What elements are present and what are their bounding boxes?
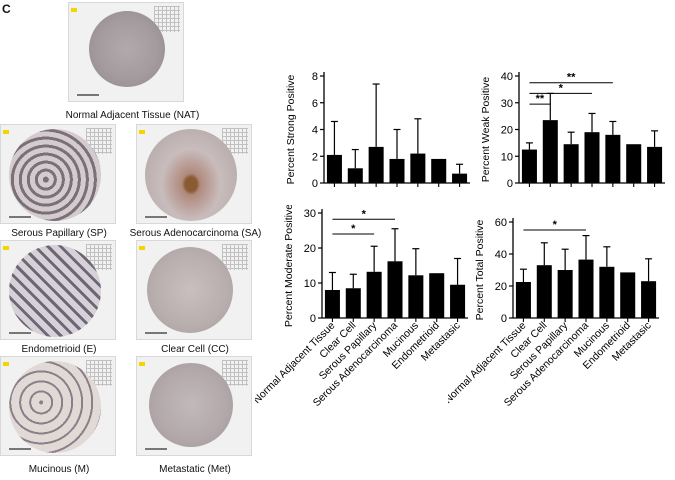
bar: [324, 290, 340, 318]
bar: [599, 266, 615, 318]
bar: [626, 144, 642, 183]
bar: [515, 282, 531, 318]
caption-m: Mucinous (M): [28, 464, 90, 475]
bar: [605, 134, 621, 183]
y-tick-label: 20: [304, 243, 316, 255]
bar: [584, 132, 600, 183]
panel-letter: C: [2, 2, 11, 16]
bar: [542, 120, 558, 183]
bar: [431, 158, 447, 183]
bar: [536, 265, 552, 318]
tissue-image-met: [136, 356, 252, 456]
bar: [647, 146, 663, 183]
bar: [429, 273, 445, 318]
bar: [557, 270, 573, 318]
y-tick-label: 0: [310, 313, 316, 325]
y-tick-label: 10: [304, 278, 316, 290]
tissue-image-e: [0, 240, 116, 340]
bar: [408, 275, 424, 318]
bar: [563, 144, 579, 183]
y-tick-label: 0: [501, 313, 507, 325]
y-axis-label: Percent Total Positive: [474, 219, 486, 320]
tissue-image-nat: [68, 2, 184, 102]
bar: [521, 149, 537, 183]
y-tick-label: 4: [312, 125, 318, 137]
bar: [345, 288, 361, 318]
bar: [620, 272, 636, 318]
y-tick-label: 30: [304, 208, 316, 220]
y-tick-label: 6: [312, 98, 318, 110]
bar: [389, 158, 405, 183]
significance-label: **: [536, 93, 545, 105]
bar: [641, 281, 657, 318]
bar: [368, 146, 384, 183]
caption-e: Endometrioid (E): [21, 344, 97, 355]
tissue-image-sa: [136, 124, 252, 224]
y-tick-label: 8: [312, 71, 318, 83]
y-tick-label: 0: [507, 178, 513, 190]
caption-nat: Normal Adjacent Tissue (NAT): [65, 110, 200, 121]
bar: [452, 173, 468, 183]
y-tick-label: 2: [312, 151, 318, 163]
y-tick-label: 0: [312, 178, 318, 190]
caption-sp: Serous Papillary (SP): [11, 228, 107, 239]
significance-label: *: [362, 208, 367, 220]
tissue-image-sp: [0, 124, 116, 224]
y-axis-label: Percent Moderate Positive: [283, 205, 295, 327]
strong-positive-chart: 0 2 4 6 8 Percent Strong Positive: [285, 71, 470, 190]
bar: [347, 168, 363, 183]
y-tick-label: 60: [495, 217, 507, 229]
bar: [578, 259, 594, 318]
caption-cc: Clear Cell (CC): [161, 344, 229, 355]
y-tick-label: 40: [495, 249, 507, 261]
bar: [450, 284, 466, 318]
significance-label: **: [567, 72, 576, 84]
caption-met: Metastatic (Met): [159, 464, 231, 475]
y-tick-label: 10: [501, 151, 513, 163]
bar: [326, 154, 342, 183]
significance-label: *: [553, 219, 558, 231]
tissue-image-cc: [136, 240, 252, 340]
y-axis-label: Percent Strong Positive: [285, 74, 297, 184]
y-tick-label: 20: [501, 125, 513, 137]
bar: [410, 153, 426, 183]
bar: [366, 271, 382, 318]
significance-label: *: [351, 223, 356, 235]
y-tick-label: 40: [501, 71, 513, 83]
tissue-image-m: [0, 356, 116, 456]
y-tick-label: 20: [495, 281, 507, 293]
y-axis-label: Percent Weak Positive: [480, 77, 492, 183]
y-tick-label: 30: [501, 98, 513, 110]
bar: [387, 261, 403, 318]
significance-label: *: [559, 82, 564, 94]
caption-sa: Serous Adenocarcinoma (SA): [129, 228, 262, 239]
